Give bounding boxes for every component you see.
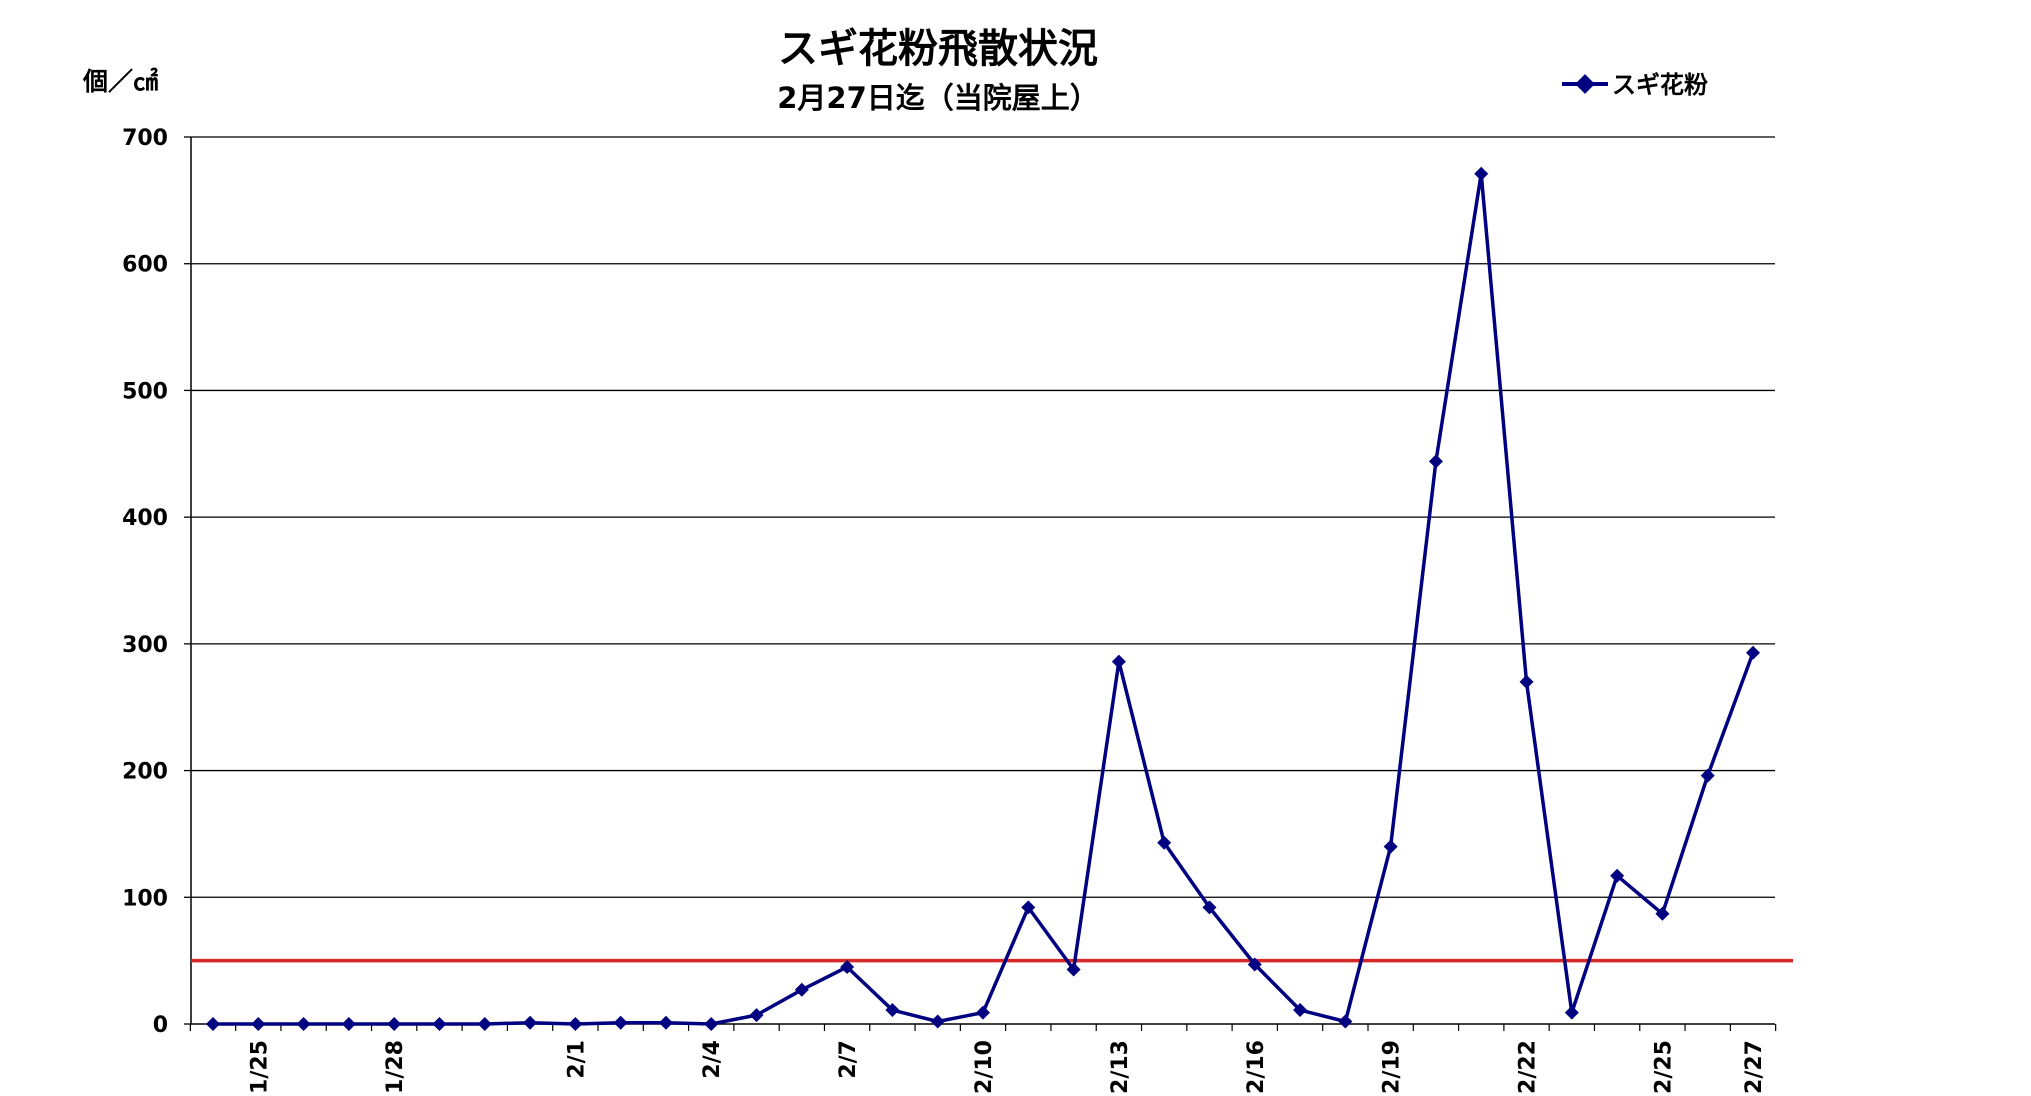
x-tick-label: 2/7 [836, 1040, 861, 1079]
data-point [840, 959, 855, 974]
x-tick-label: 2/19 [1380, 1040, 1405, 1094]
legend: スギ花粉 [1562, 71, 1708, 99]
x-tick-label: 1/25 [247, 1040, 272, 1094]
data-point [885, 1003, 900, 1018]
data-point [1655, 906, 1670, 921]
data-point [930, 1014, 945, 1029]
data-point [1293, 1003, 1308, 1018]
y-axis-ticks: 0 100 200 300 400 500 600 700 [122, 126, 191, 1038]
data-point [432, 1017, 447, 1031]
chart-subtitle: 2月27日迄（当院屋上） [777, 81, 1099, 115]
x-tick-label: 2/22 [1516, 1040, 1541, 1094]
x-tick-label: 1/28 [383, 1040, 408, 1094]
x-tick-label: 2/1 [564, 1040, 589, 1079]
y-tick-label: 700 [122, 126, 168, 151]
data-point [1746, 645, 1760, 660]
data-point [1157, 835, 1172, 850]
axes [190, 137, 1775, 1025]
data-point [341, 1017, 356, 1031]
data-point [251, 1017, 266, 1031]
y-tick-label: 600 [122, 253, 168, 278]
data-point [976, 1005, 990, 1020]
data-point [1564, 1005, 1579, 1020]
grid [191, 136, 1775, 898]
x-tick-label: 2/4 [700, 1040, 725, 1079]
data-point [704, 1017, 719, 1031]
x-tick-label: 2/10 [972, 1040, 997, 1094]
y-tick-label: 100 [122, 886, 168, 911]
y-tick-label: 400 [122, 506, 168, 531]
data-point [1428, 454, 1443, 469]
y-tick-label: 200 [122, 760, 168, 785]
legend-marker [1575, 74, 1595, 94]
legend-label: スギ花粉 [1612, 71, 1708, 99]
y-tick-label: 300 [122, 633, 168, 658]
data-point [794, 982, 809, 997]
series-line [213, 171, 1755, 1026]
data-point [1247, 957, 1262, 972]
x-tick-label: 2/27 [1742, 1040, 1767, 1094]
data-point [206, 1017, 220, 1031]
data-point [1202, 900, 1217, 915]
chart-title: スギ花粉飛散状況 [778, 26, 1098, 72]
data-point [1021, 900, 1036, 915]
data-point [523, 1015, 538, 1030]
y-tick-label: 500 [122, 379, 168, 404]
x-tick-label: 2/13 [1108, 1040, 1133, 1094]
data-point [1519, 674, 1534, 689]
x-axis-ticks: 1/25 1/28 2/1 2/4 2/7 2/10 2/13 2/16 2/19 2/22 2/2… [189, 1024, 1777, 1094]
data-point [749, 1008, 764, 1023]
data-point [387, 1017, 402, 1031]
data-point [1700, 768, 1715, 783]
data-point [1383, 839, 1398, 854]
data-point [1338, 1014, 1353, 1029]
x-tick-label: 2/25 [1651, 1040, 1676, 1094]
x-tick-label: 2/16 [1244, 1040, 1269, 1094]
data-point [477, 1017, 492, 1031]
data-point [568, 1017, 583, 1031]
y-tick-label: 0 [153, 1013, 168, 1038]
data-point [658, 1015, 673, 1030]
data-point [613, 1015, 628, 1030]
data-point [1111, 654, 1126, 669]
data-point [1610, 868, 1625, 883]
series-layer [206, 166, 1760, 1031]
data-point [1066, 962, 1081, 977]
data-point [296, 1017, 311, 1031]
y-axis-unit-label: 個／㎠ [82, 67, 158, 96]
data-point [1474, 166, 1489, 181]
